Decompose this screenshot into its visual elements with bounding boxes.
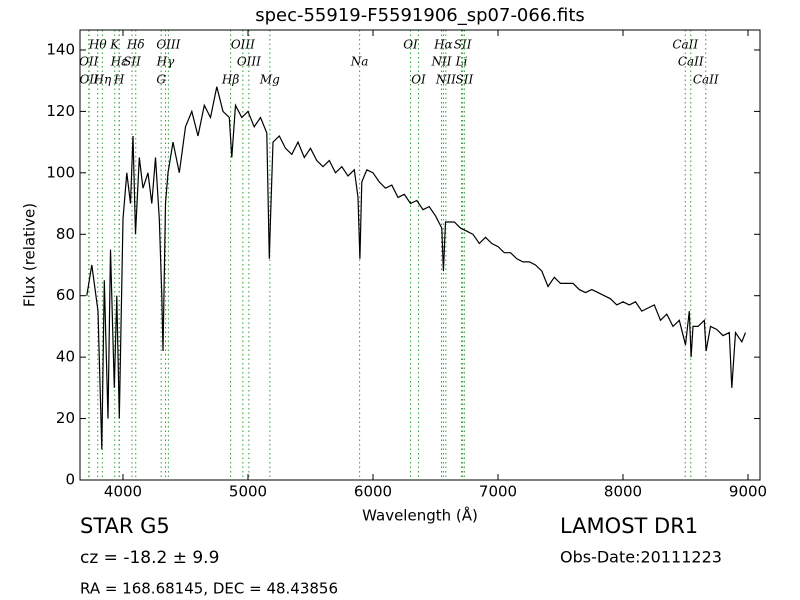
spectral-line-label: NII [435,73,456,87]
spectrum [86,86,747,450]
y-tick-label: 40 [56,348,75,366]
spectral-line-label: SII [456,73,474,87]
spectral-line-label: Na [350,55,369,69]
spectral-line-label: H [113,73,125,87]
spectral-line-label: Mg [259,73,280,87]
y-tick-label: 120 [46,102,75,120]
y-tick-label: 0 [65,471,75,489]
plot-frame [79,29,761,481]
survey: LAMOST DR1 [560,514,698,538]
y-tick-label: 80 [56,225,75,243]
spectral-line-label: OIII [156,38,180,52]
x-tick-label: 8000 [604,483,642,501]
chart-title: spec-55919-F5591906_sp07-066.fits [255,5,585,26]
x-tick-label: 6000 [354,483,392,501]
spectral-line-label: SII [454,38,472,52]
spectral-line-label: CaII [678,55,704,69]
y-tick-label: 20 [56,409,75,427]
spectral-line-label: Li [455,55,468,69]
x-tick-label: 4000 [104,483,142,501]
spectral-line-label: OIII [237,55,261,69]
spectral-line-label: Hη [93,73,112,87]
spectral-line-label: OI [411,73,426,87]
spectral-line-label: CaII [672,38,698,52]
y-tick-label: 60 [56,286,75,304]
spectral-line-label: OI [403,38,418,52]
spectral-line-label: G [156,73,166,87]
spectral-line-label: Hθ [88,38,107,52]
spectral-line-label: OIII [231,38,255,52]
spectral-line-label: Hβ [221,73,239,87]
y-tick-label: 100 [46,163,75,181]
x-tick-label: 7000 [479,483,517,501]
spectral-line-label: CaII [693,73,719,87]
spectral-line-label: Hδ [126,38,145,52]
y-tick-label: 140 [46,40,75,58]
coordinates: RA = 168.68145, DEC = 48.43856 [80,580,338,598]
spectral-line-label: Hα [433,38,453,52]
x-axis-label: Wavelength (Å) [362,506,478,525]
y-axis-label: Flux (relative) [21,203,39,307]
spectral-line-label: OII [79,73,99,87]
obs-date: Obs-Date:20111223 [560,548,722,567]
x-tick-label: 9000 [729,483,767,501]
spectral-line-label: SII [123,55,141,69]
spectral-line-label: NII [431,55,452,69]
redshift: cz = -18.2 ± 9.9 [80,548,219,568]
object-class: STAR G5 [80,514,170,538]
spectral-line-label: K [109,38,120,52]
x-tick-label: 5000 [229,483,267,501]
spectral-line-label: Hγ [156,55,175,69]
